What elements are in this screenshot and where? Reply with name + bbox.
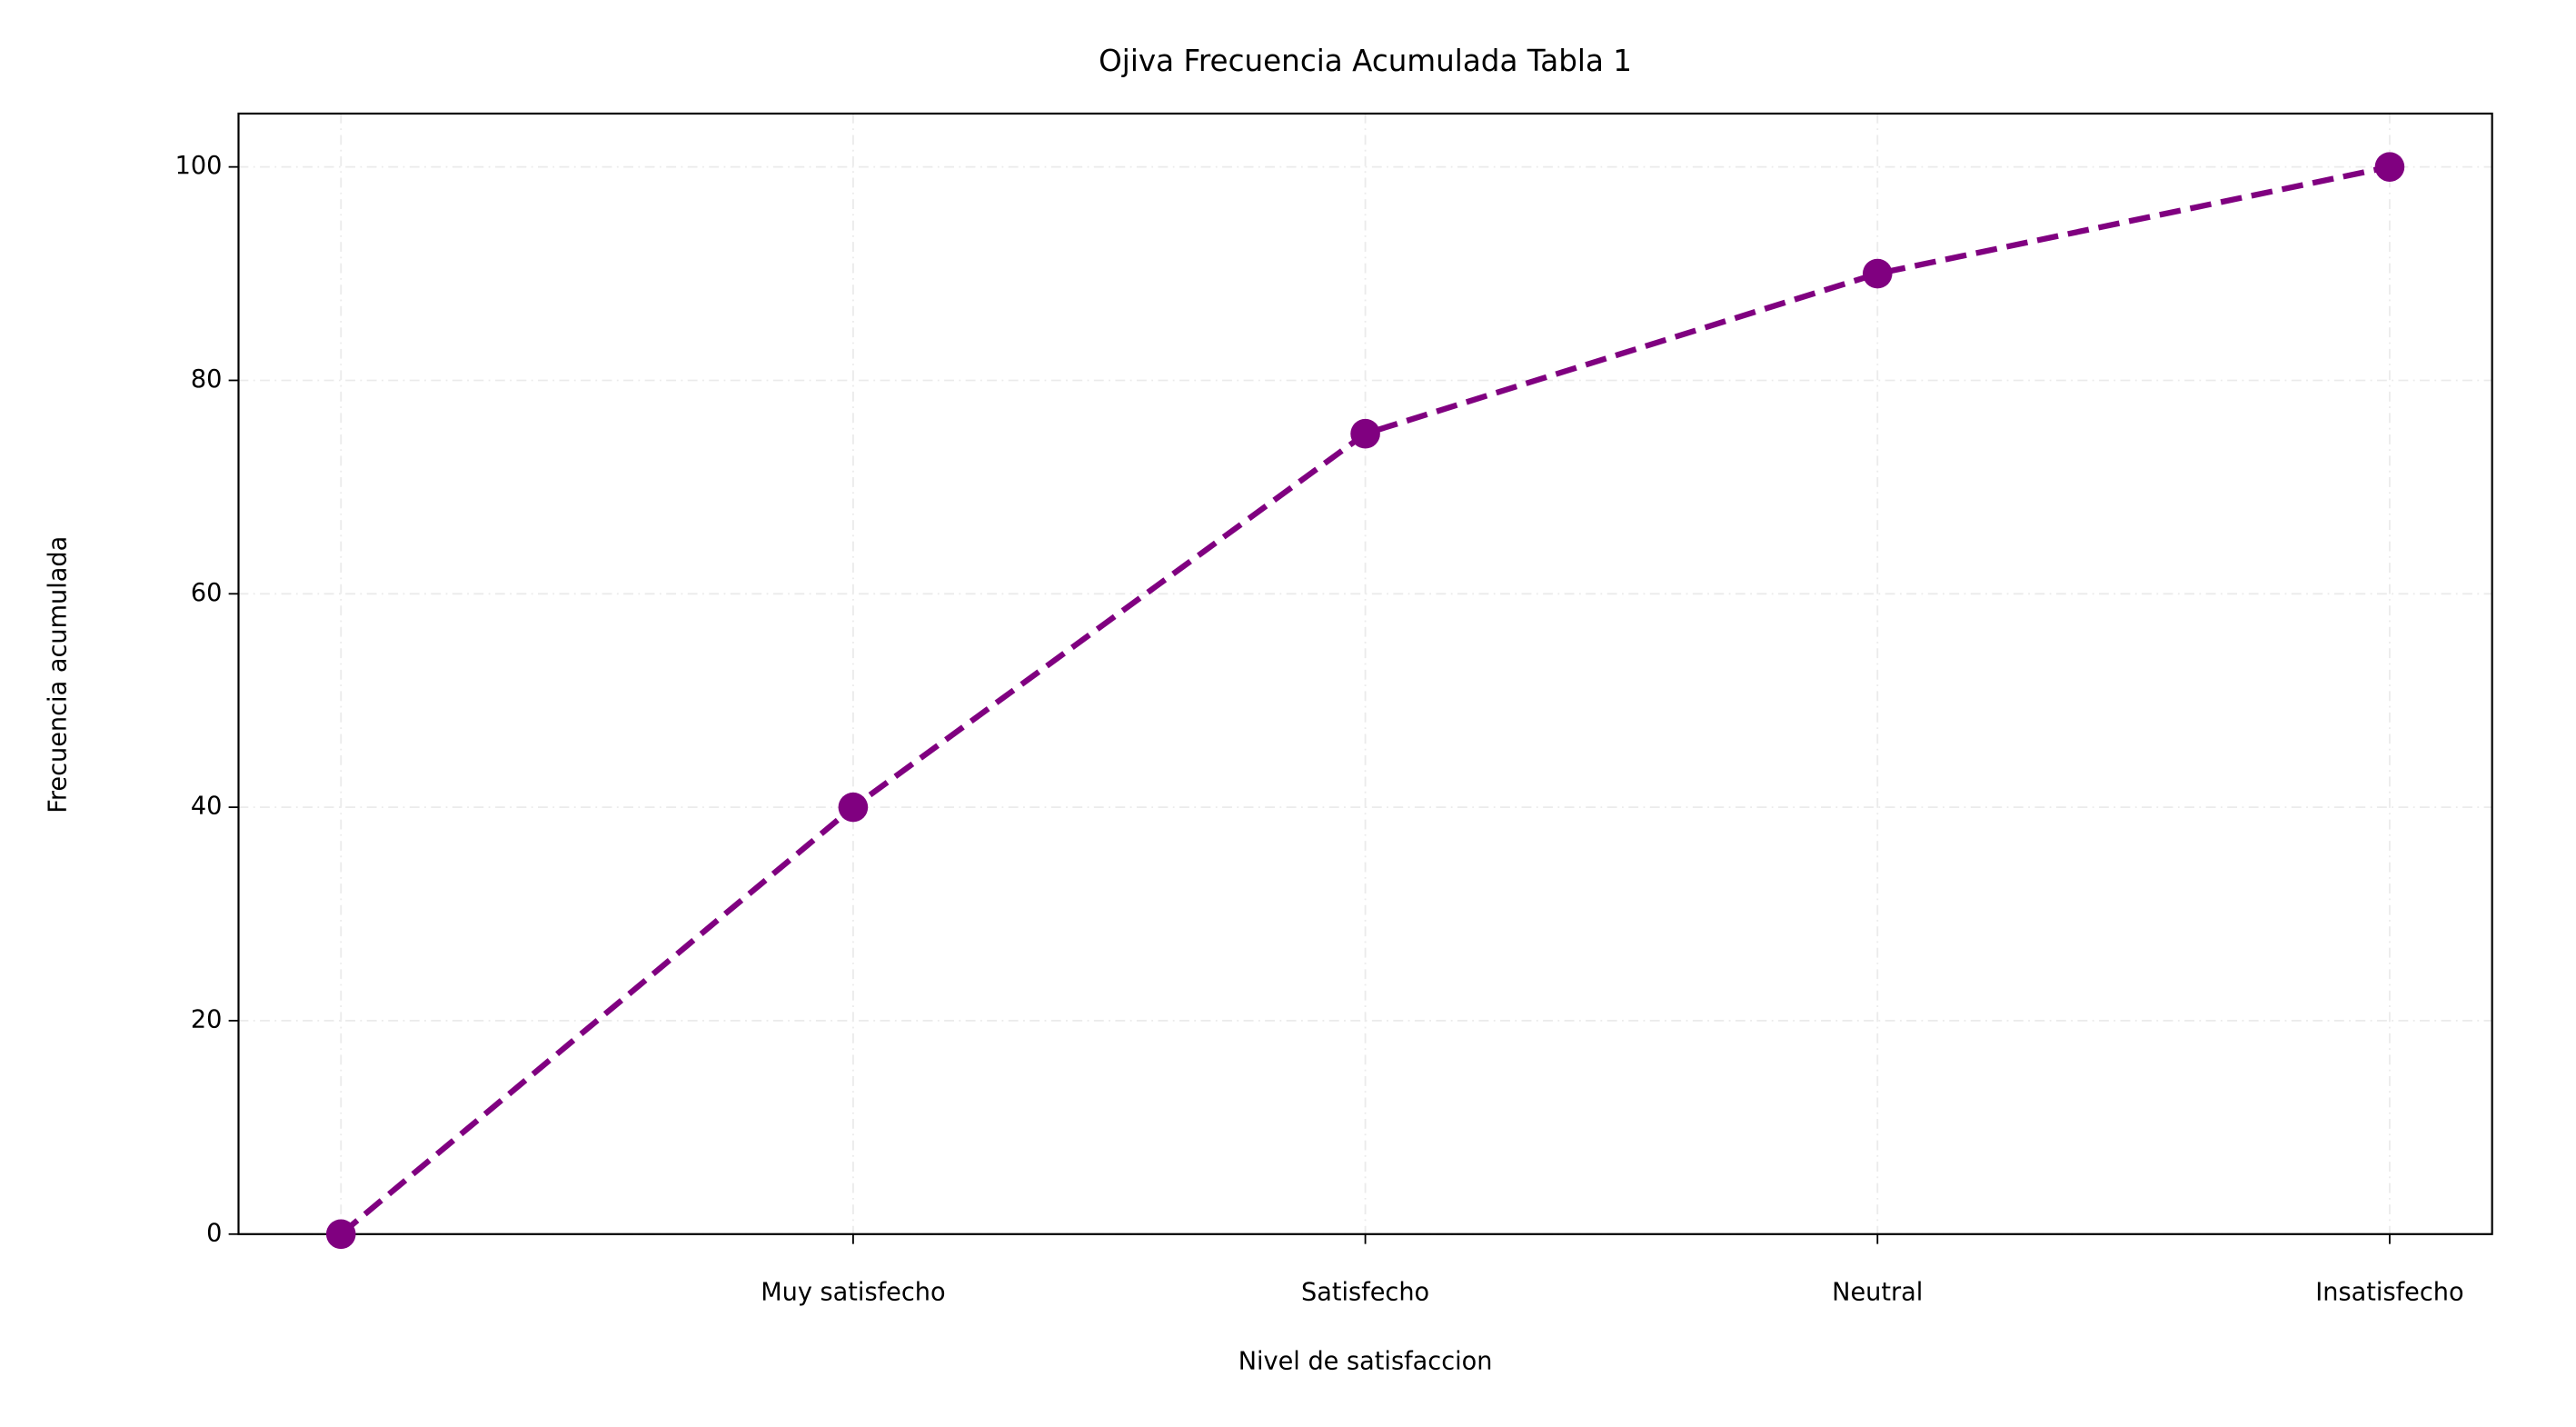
data-point <box>1862 258 1893 289</box>
y-tick-label: 60 <box>191 579 223 607</box>
data-point <box>2374 152 2405 182</box>
y-axis-label: Frecuencia acumulada <box>45 536 73 813</box>
plot-frame <box>237 112 2493 1235</box>
y-tick-label: 20 <box>191 1005 223 1033</box>
data-point <box>1350 418 1380 449</box>
x-tick-label: Satisfecho <box>1301 1278 1429 1306</box>
x-tick-label: Neutral <box>1832 1278 1923 1306</box>
y-tick-label: 40 <box>191 793 223 821</box>
y-tick-label: 0 <box>206 1219 222 1247</box>
x-tick-label: Muy satisfecho <box>761 1278 945 1306</box>
y-tick-label: 100 <box>175 152 223 180</box>
data-point <box>838 792 869 823</box>
chart-title: Ojiva Frecuencia Acumulada Tabla 1 <box>1099 44 1632 78</box>
x-axis-label: Nivel de satisfaccion <box>1238 1347 1493 1375</box>
data-point <box>325 1219 356 1250</box>
x-tick-label: Insatisfecho <box>2315 1278 2463 1306</box>
y-tick-label: 80 <box>191 365 223 394</box>
